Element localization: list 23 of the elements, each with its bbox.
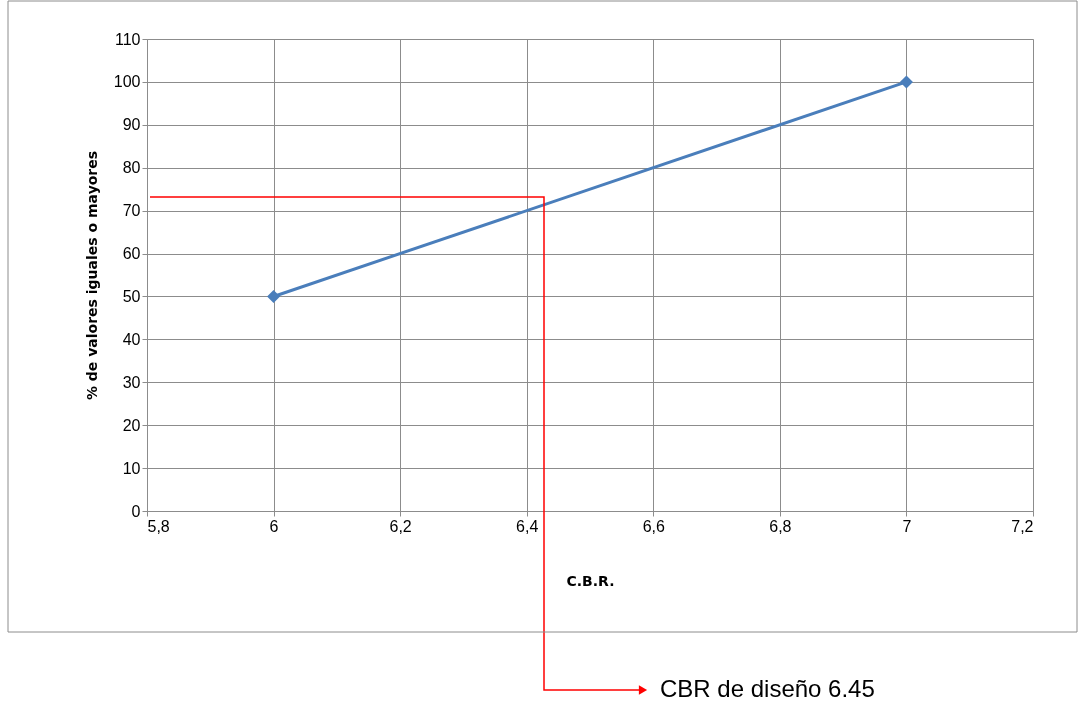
y-tick-label: 70 xyxy=(122,202,141,220)
y-tick-label: 40 xyxy=(122,330,141,348)
x-tick-label: 6 xyxy=(269,517,279,535)
text: CBR de diseño 6.45 xyxy=(660,675,875,702)
x-tick-label: 7 xyxy=(902,517,912,535)
x-tick-label: 6,2 xyxy=(389,517,412,535)
y-axis-title: % de valores iguales o mayores xyxy=(83,150,100,401)
y-tick-label: 30 xyxy=(122,373,141,391)
y-tick-label: 110 xyxy=(114,30,141,48)
y-tick-label: 20 xyxy=(122,416,141,434)
y-tick-label: 90 xyxy=(122,116,141,134)
x-tick-label: 5,8 xyxy=(147,517,170,535)
x-tick-label: 6,6 xyxy=(642,517,665,535)
x-tick-label: 7,2 xyxy=(1011,517,1034,535)
y-tick-label: 80 xyxy=(122,159,141,177)
x-tick-label: 6,4 xyxy=(516,517,539,535)
y-tick-label: 0 xyxy=(131,502,141,520)
y-tick-label: 100 xyxy=(113,73,141,91)
x-axis-title: C.B.R. xyxy=(566,572,615,589)
x-tick-label: 6,8 xyxy=(769,517,792,535)
y-tick-label: 60 xyxy=(122,245,141,263)
y-tick-label: 10 xyxy=(122,459,141,477)
y-tick-label: 50 xyxy=(122,287,141,305)
